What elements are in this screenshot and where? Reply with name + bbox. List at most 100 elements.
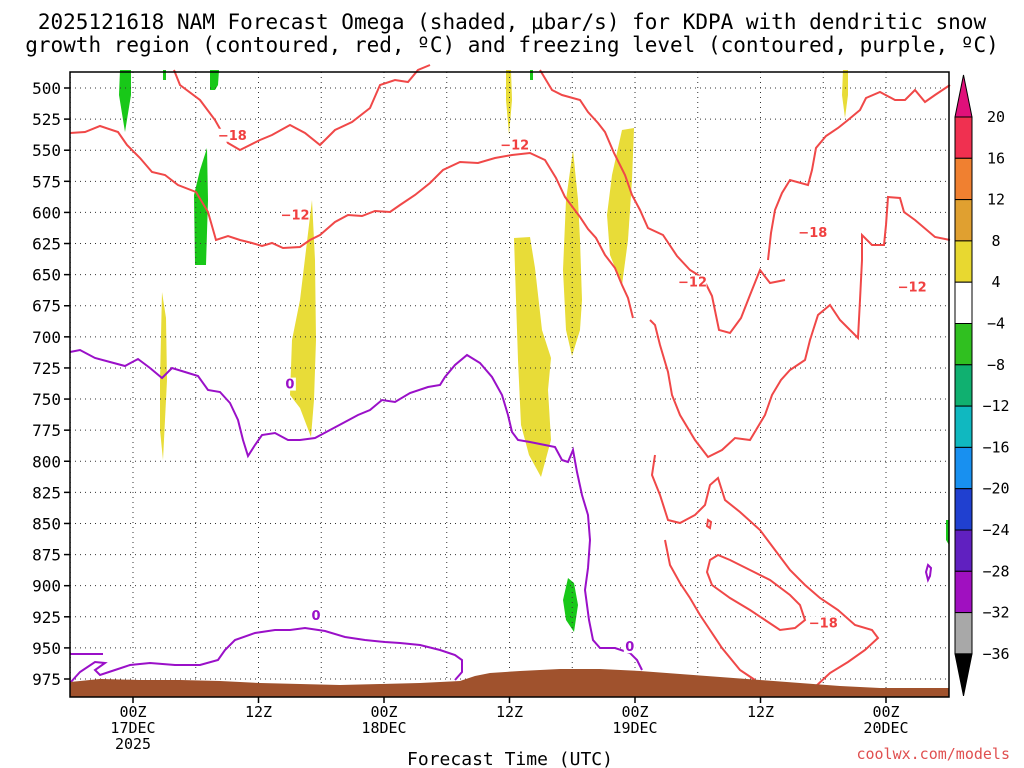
contour-label-bg	[809, 616, 838, 630]
omega-pos-region	[514, 237, 551, 477]
colorbar-label: 12	[987, 191, 1005, 209]
y-tick-label: 775	[32, 421, 61, 440]
colorbar-swatch	[954, 323, 973, 366]
colorbar-swatch	[954, 446, 973, 490]
contour-labels: −18 −12 −12 −18 −12 −12 −18 0 0 0	[218, 128, 927, 655]
y-tick-label: 925	[32, 608, 61, 627]
colorbar-label: −8	[987, 356, 1005, 374]
contour-label: −18	[809, 616, 838, 631]
isotherm-contour-low-loop2	[664, 539, 756, 681]
isotherm-contour-right	[767, 84, 951, 261]
grid-lines	[69, 72, 949, 697]
y-tick-label: 550	[32, 141, 61, 160]
credit-text: coolwx.com/models	[856, 745, 1010, 763]
x-tick-label: 12Z	[245, 703, 272, 721]
freezing-level-contour-upper	[69, 348, 643, 671]
colorbar-label: 16	[987, 149, 1005, 167]
contour-label-bg	[798, 225, 827, 239]
y-tick-label: 500	[32, 79, 61, 98]
colorbar-label: −28	[982, 562, 1009, 580]
contour-label: 0	[311, 609, 320, 624]
y-tick-label: 875	[32, 546, 61, 565]
x-tick-label: 18DEC	[361, 719, 406, 737]
contour-label: −12	[898, 281, 927, 296]
y-tick-label: 700	[32, 328, 61, 347]
omega-neg-region	[210, 70, 219, 90]
y-tick-label: 975	[32, 670, 61, 689]
isotherm-contour-low-loop	[650, 454, 880, 688]
colorbar-label: −16	[982, 438, 1009, 456]
chart-title-line2: growth region (contoured, red, ºC) and f…	[25, 33, 999, 57]
y-axis: 500 525 550 575 600 625 650 675 700 725 750 775 800 8…	[32, 79, 70, 689]
contour-label-bg	[281, 208, 310, 222]
colorbar-label: −24	[982, 521, 1009, 539]
x-tick-label: 2025	[115, 735, 151, 753]
colorbar-swatch	[954, 281, 973, 325]
y-tick-label: 600	[32, 203, 61, 222]
colorbar-swatch	[954, 364, 973, 407]
colorbar-swatch	[954, 612, 973, 655]
colorbar-swatch	[954, 240, 973, 283]
contour-label: −12	[281, 208, 310, 223]
contour-label: −12	[500, 139, 529, 154]
contour-label-bg	[218, 128, 247, 142]
y-tick-label: 950	[32, 639, 61, 658]
x-tick-label: 00Z	[872, 703, 899, 721]
colorbar-swatch	[954, 488, 973, 531]
colorbar-bottom-arrow	[954, 653, 973, 696]
freezing-level-contours	[69, 348, 933, 684]
y-tick-label: 850	[32, 514, 61, 533]
contour-label-bg	[898, 280, 927, 294]
contour-label-bg	[283, 377, 296, 391]
colorbar-label: −32	[982, 604, 1009, 622]
contour-label-bg	[678, 275, 707, 289]
omega-pos-region	[290, 200, 316, 437]
omega-pos-region	[607, 128, 634, 285]
y-tick-label: 725	[32, 359, 61, 378]
omega-neg-region	[194, 148, 208, 265]
y-tick-label: 900	[32, 577, 61, 596]
colorbar-swatch	[954, 199, 973, 242]
colorbar-swatch	[954, 570, 973, 614]
contour-label: −12	[678, 276, 707, 291]
colorbar-label: 20	[987, 108, 1005, 126]
freezing-level-contour-small	[924, 563, 933, 583]
colorbar-label: −36	[982, 645, 1009, 663]
isotherm-contour-upper	[69, 124, 634, 319]
colorbar-swatch	[954, 529, 973, 572]
colorbar-label: −4	[987, 315, 1005, 333]
colorbar-swatch	[954, 116, 973, 159]
colorbar-swatch	[954, 405, 973, 448]
x-axis-label: Forecast Time (UTC)	[407, 749, 613, 768]
y-tick-label: 675	[32, 297, 61, 316]
isotherm-contour-inner	[705, 553, 807, 632]
contour-label-bg	[310, 609, 323, 623]
contour-label: −18	[798, 226, 827, 241]
omega-negative-regions	[119, 70, 949, 632]
omega-neg-region	[563, 578, 578, 632]
colorbar-label: −20	[982, 480, 1009, 498]
colorbar-label: 8	[991, 232, 1000, 250]
colorbar-top-arrow	[954, 74, 973, 118]
isotherm-contour-lower	[649, 303, 851, 459]
x-tick-label: 17DEC	[110, 719, 155, 737]
x-tick-label: 12Z	[496, 703, 523, 721]
omega-neg-region	[119, 70, 131, 132]
isotherm-contour-top	[173, 64, 431, 152]
isotherm-contour-mid	[539, 69, 786, 335]
omega-pos-region	[842, 70, 848, 118]
colorbar: 20 16 12 8 4 −4 −8 −12 −16 −20 −24 −28 −32 −36	[954, 74, 1010, 696]
colorbar-label: −12	[982, 397, 1009, 415]
y-tick-label: 650	[32, 266, 61, 285]
x-tick-label: 12Z	[747, 703, 774, 721]
contour-label: −18	[218, 129, 247, 144]
contour-label: 0	[625, 640, 634, 655]
y-tick-label: 800	[32, 452, 61, 471]
colorbar-label: 4	[991, 273, 1000, 291]
contour-label-bg	[500, 138, 529, 152]
chart-title-line1: 2025121618 NAM Forecast Omega (shaded, µ…	[38, 10, 987, 34]
omega-positive-regions	[160, 70, 848, 477]
y-tick-label: 825	[32, 483, 61, 502]
